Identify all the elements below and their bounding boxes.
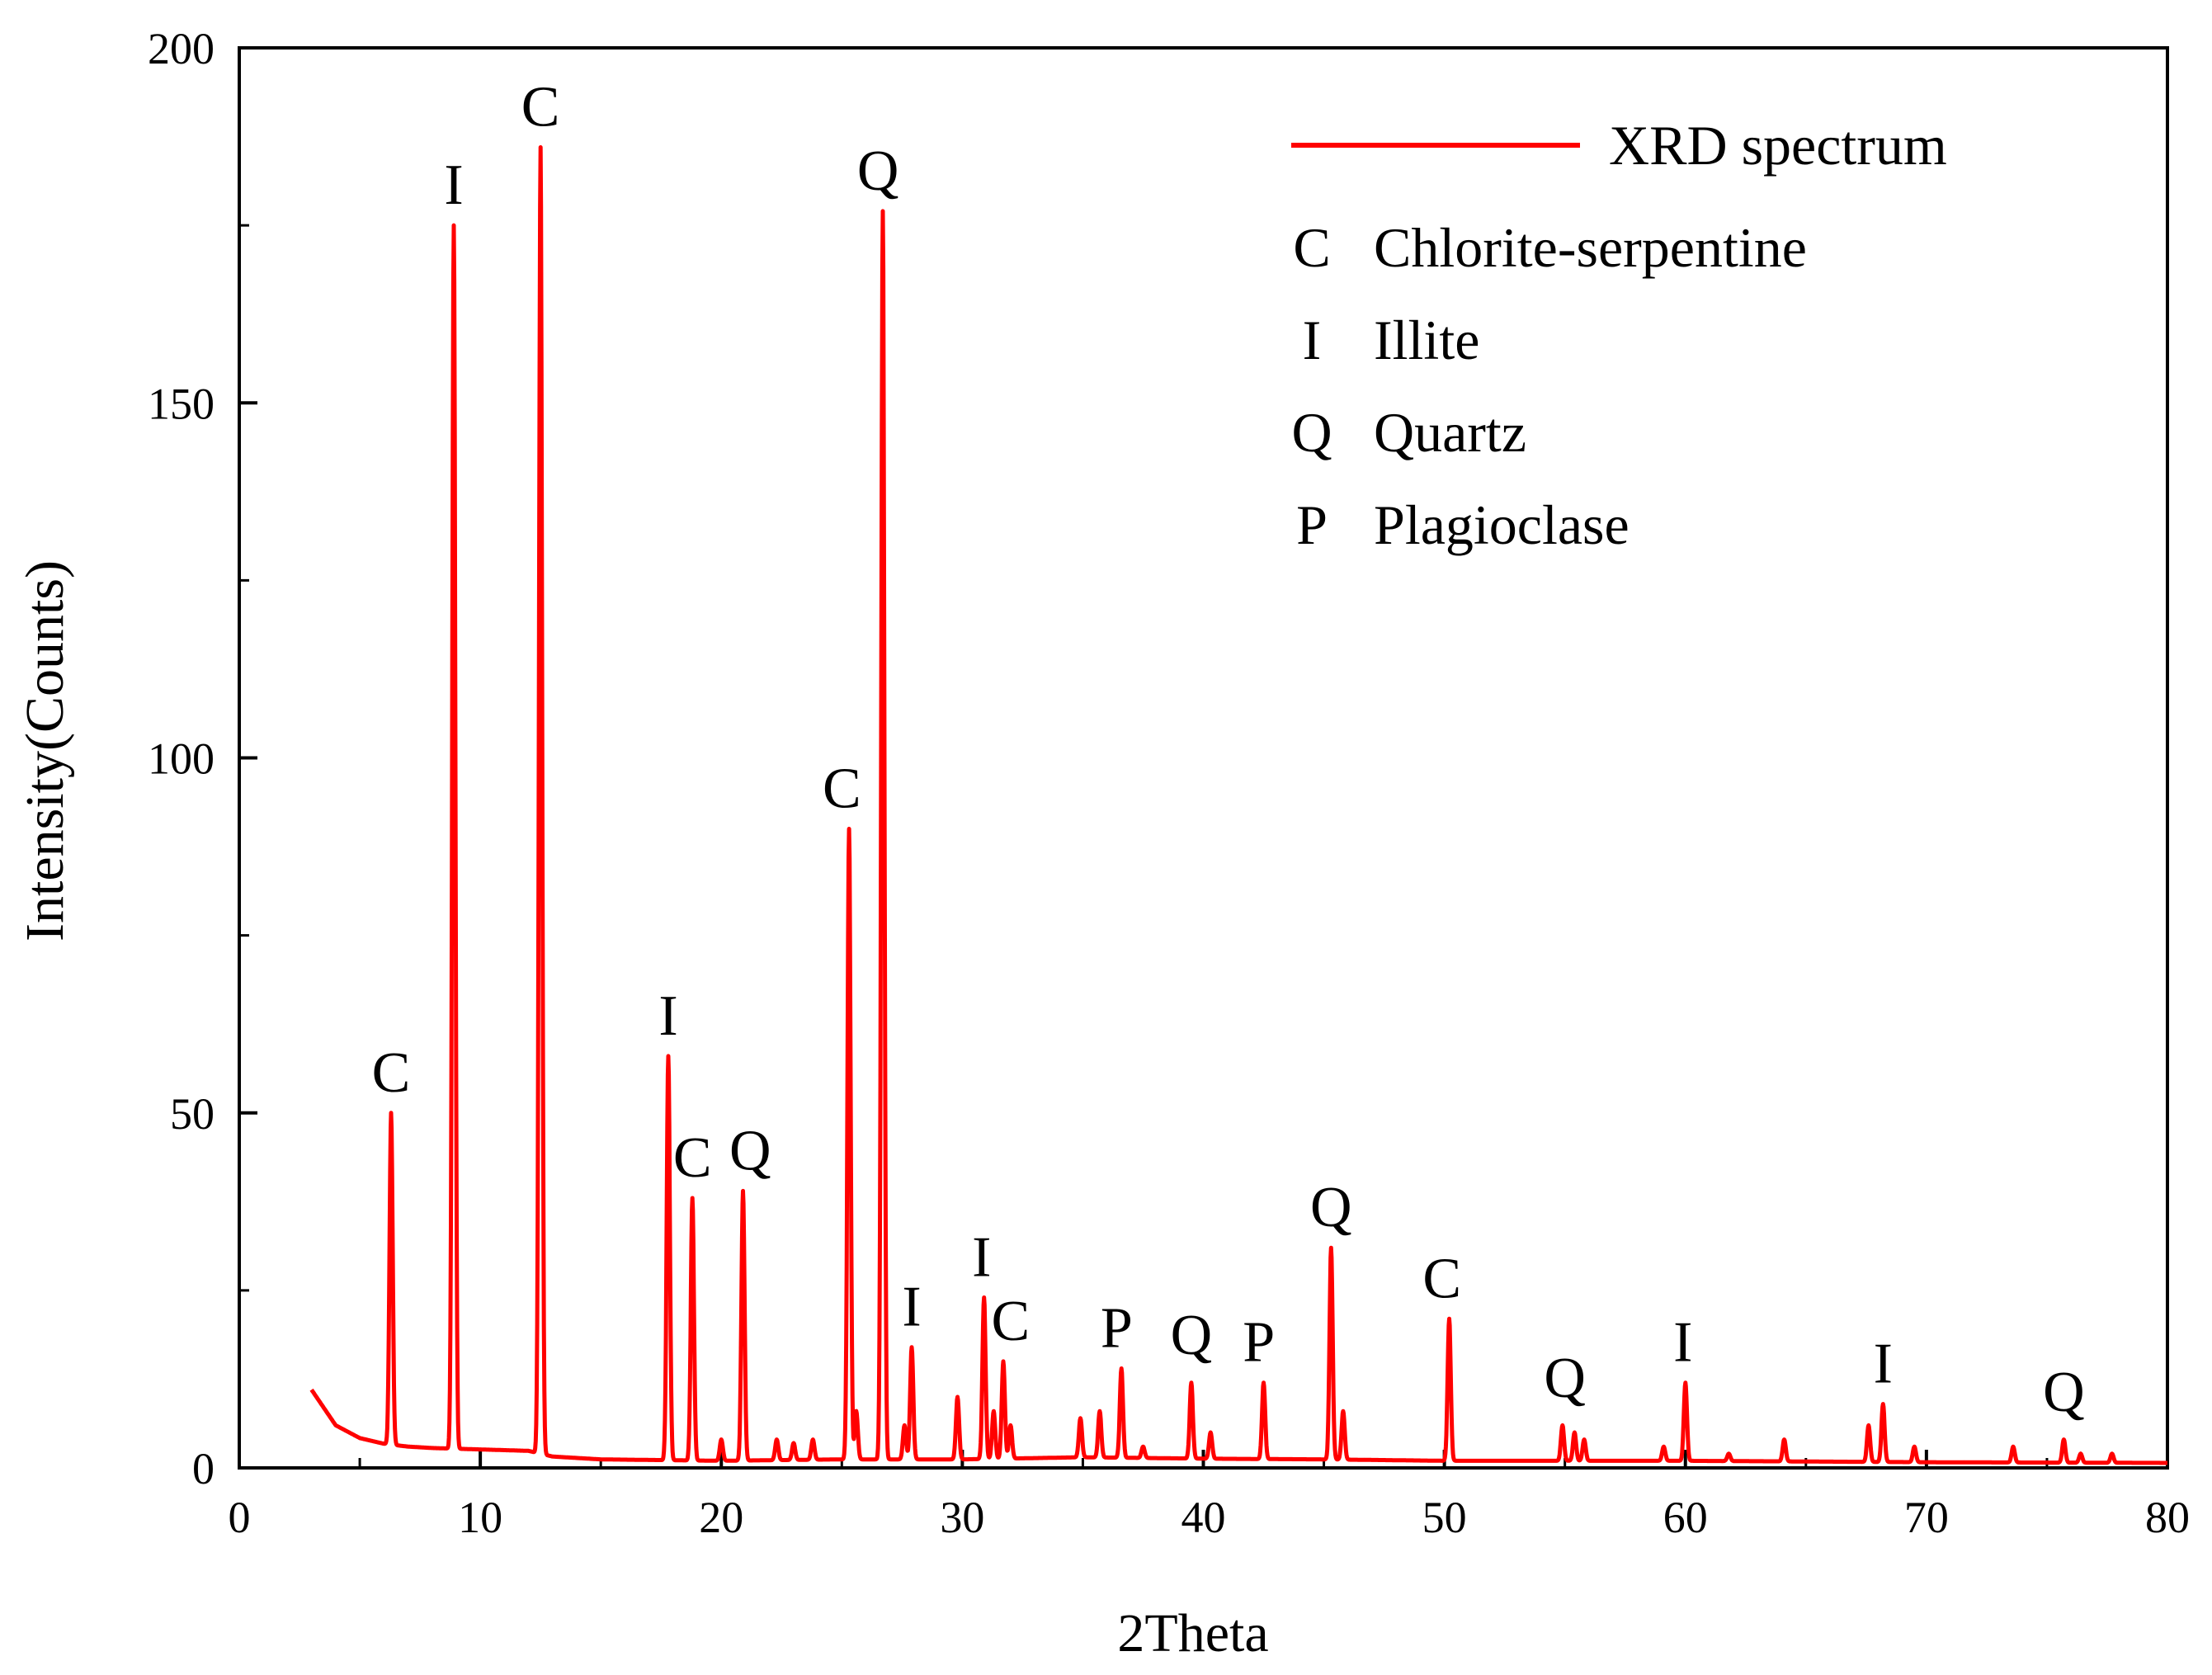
- y-tick-label: 200: [148, 24, 215, 73]
- x-tick-label: 10: [458, 1493, 502, 1542]
- peak-label: C: [673, 1126, 712, 1190]
- x-tick-label: 0: [229, 1493, 251, 1542]
- peak-label: Q: [857, 139, 899, 203]
- x-axis-title: 2Theta: [1117, 1603, 1268, 1663]
- x-tick-label: 40: [1181, 1493, 1226, 1542]
- axes: [238, 46, 2169, 1470]
- peak-label: I: [1673, 1311, 1692, 1375]
- peak-label: Q: [729, 1119, 771, 1182]
- legend-entry-label: Chlorite-serpentine: [1374, 216, 1807, 279]
- x-tick-label: 60: [1663, 1493, 1708, 1542]
- legend-symbol: C: [1293, 216, 1330, 279]
- legend-symbol: I: [1303, 309, 1322, 371]
- legend-entry-label: Illite: [1374, 309, 1479, 371]
- x-tick-label: 80: [2145, 1493, 2190, 1542]
- legend: XRD spectrum C Chlorite-serpentine I Illite…: [1291, 114, 1947, 556]
- legend-series-label: XRD spectrum: [1609, 114, 1947, 177]
- series-layer: [309, 145, 2169, 1465]
- peak-label: P: [1101, 1297, 1133, 1361]
- y-tick-label: 50: [170, 1089, 215, 1139]
- peak-label: I: [1874, 1333, 1893, 1396]
- peak-label: P: [1243, 1311, 1275, 1375]
- y-tick-label: 150: [148, 379, 215, 428]
- y-axis-title: Intensity(Counts): [15, 560, 75, 941]
- legend-symbol: P: [1296, 493, 1328, 556]
- xrd-spectrum-line: [309, 145, 2169, 1465]
- peak-label: C: [823, 757, 861, 821]
- y-tick-label: 100: [148, 734, 215, 784]
- peak-label: C: [991, 1290, 1030, 1353]
- peak-label: C: [372, 1041, 411, 1105]
- x-tick-label: 20: [699, 1493, 743, 1542]
- peak-label: Q: [1171, 1304, 1213, 1367]
- tick-marks: [238, 46, 2169, 1470]
- x-tick-label: 70: [1904, 1493, 1949, 1542]
- peak-label: C: [1422, 1247, 1461, 1310]
- x-tick-label: 50: [1422, 1493, 1467, 1542]
- peak-label: C: [521, 75, 560, 139]
- tick-labels: 0 10 20 30 40 50 60 70 80 0 50 100 150 200: [148, 24, 2190, 1542]
- legend-symbol: Q: [1291, 401, 1332, 464]
- legend-entry-label: Plagioclase: [1374, 493, 1630, 556]
- x-tick-label: 30: [940, 1493, 984, 1542]
- legend-entry-label: Quartz: [1374, 401, 1526, 464]
- peak-label: I: [658, 984, 677, 1048]
- y-tick-label: 0: [192, 1444, 215, 1493]
- peak-label: I: [444, 153, 463, 217]
- peak-label: Q: [1544, 1347, 1586, 1410]
- peak-label: I: [972, 1225, 991, 1289]
- peak-label: I: [902, 1276, 921, 1339]
- plot-frame: [238, 46, 2169, 1470]
- peak-label: Q: [2043, 1361, 2085, 1424]
- peak-label: Q: [1310, 1176, 1352, 1239]
